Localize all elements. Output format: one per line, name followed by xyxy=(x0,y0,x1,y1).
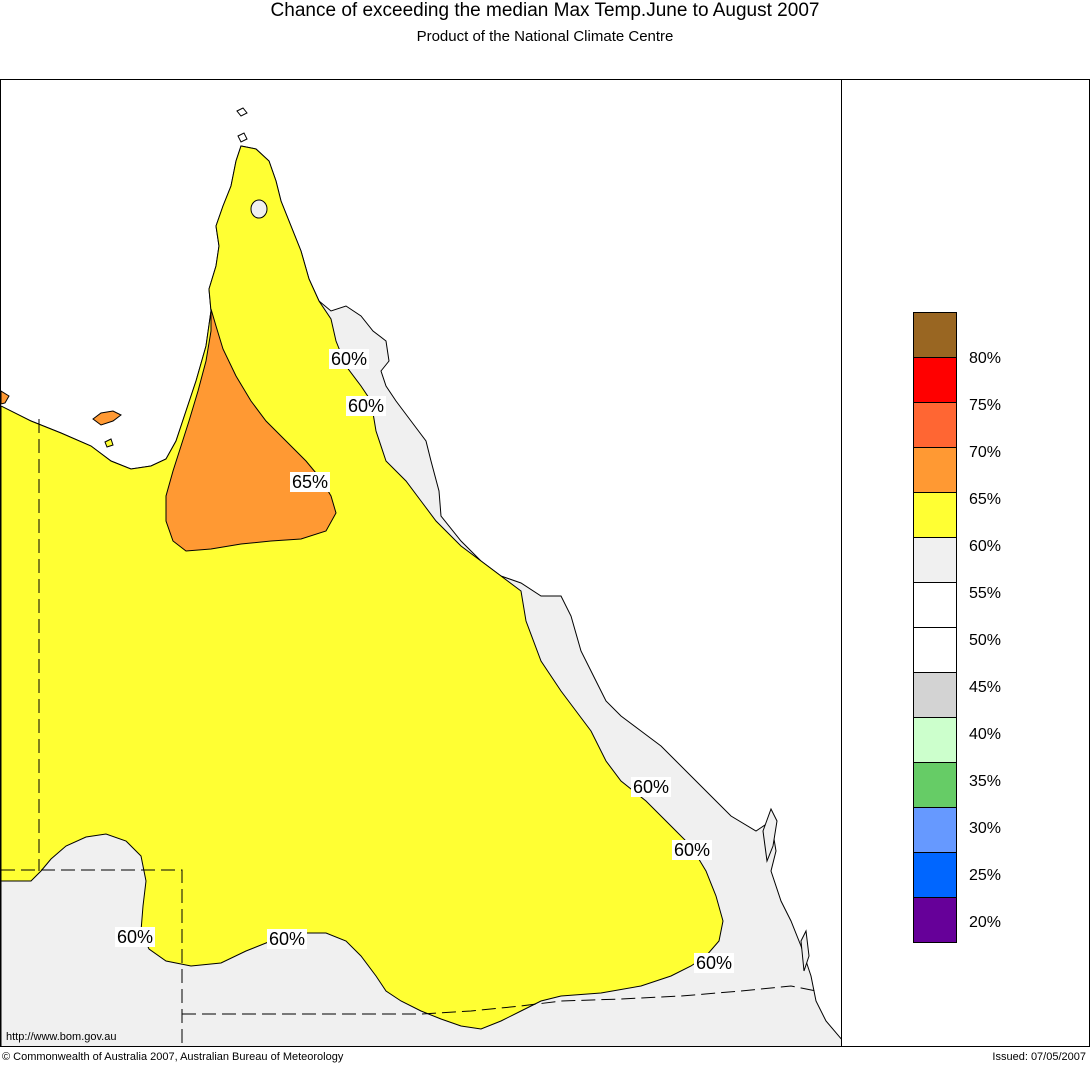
legend-panel: 80% 75% 70% 65% 60% 55% 50% 45% 40% 35% 30% 25% 20% xyxy=(842,79,1090,1047)
legend-label: 65% xyxy=(969,491,1002,508)
island-torres-2 xyxy=(237,132,248,143)
nsw-border xyxy=(182,985,817,1015)
map-label-65: 65% xyxy=(290,472,331,492)
queensland-map xyxy=(1,107,841,1046)
island-small-1 xyxy=(104,438,114,448)
legend-label: 80% xyxy=(969,350,1002,367)
legend-label: 30% xyxy=(969,820,1002,837)
map-label-60-central: 60% xyxy=(631,777,672,797)
legend-swatch xyxy=(913,672,957,718)
legend-label: 35% xyxy=(969,773,1002,790)
issued-date: Issued: 07/05/2007 xyxy=(992,1051,1086,1063)
map-label-60-southeast: 60% xyxy=(694,953,735,973)
legend-label: 55% xyxy=(969,585,1002,602)
legend-swatch xyxy=(913,807,957,853)
map-label-60-coast: 60% xyxy=(346,396,387,416)
legend-label: 75% xyxy=(969,397,1002,414)
map-subtitle: Product of the National Climate Centre xyxy=(416,28,674,45)
map-label-60-cape: 60% xyxy=(329,349,370,369)
sa-border xyxy=(1,869,183,1046)
legend-swatch xyxy=(913,717,957,763)
island-moreton xyxy=(800,929,810,972)
legend-label: 20% xyxy=(969,914,1002,931)
legend-swatch xyxy=(913,582,957,628)
legend-swatch xyxy=(913,447,957,493)
legend-label: 45% xyxy=(969,679,1002,696)
legend-swatch xyxy=(913,312,957,358)
map-label-60-southwest: 60% xyxy=(115,927,156,947)
source-url[interactable]: http://www.bom.gov.au xyxy=(6,1031,117,1043)
legend-swatch xyxy=(913,762,957,808)
island-fraser xyxy=(762,807,778,863)
map-label-60-south-coast: 60% xyxy=(672,840,713,860)
legend-label: 25% xyxy=(969,867,1002,884)
legend-swatch xyxy=(913,402,957,448)
legend-swatch xyxy=(913,492,957,538)
zone-60-65 xyxy=(1,145,724,1030)
legend-color-bar xyxy=(913,312,957,943)
copyright-notice: © Commonwealth of Australia 2007, Austra… xyxy=(2,1051,344,1063)
legend-swatch xyxy=(913,627,957,673)
map-panel xyxy=(0,79,842,1047)
legend-label: 70% xyxy=(969,444,1002,461)
legend-swatch xyxy=(913,537,957,583)
zone-65-70-west xyxy=(1,390,10,405)
white-patch-cape xyxy=(250,199,268,219)
legend-swatch xyxy=(913,897,957,943)
island-mornington xyxy=(92,410,122,426)
map-title: Chance of exceeding the median Max Temp.… xyxy=(270,0,820,21)
legend-label: 50% xyxy=(969,632,1002,649)
legend-label: 60% xyxy=(969,538,1002,555)
legend-swatch xyxy=(913,852,957,898)
map-label-60-south: 60% xyxy=(267,929,308,949)
island-torres xyxy=(236,107,248,117)
legend-label: 40% xyxy=(969,726,1002,743)
legend-swatch xyxy=(913,357,957,403)
